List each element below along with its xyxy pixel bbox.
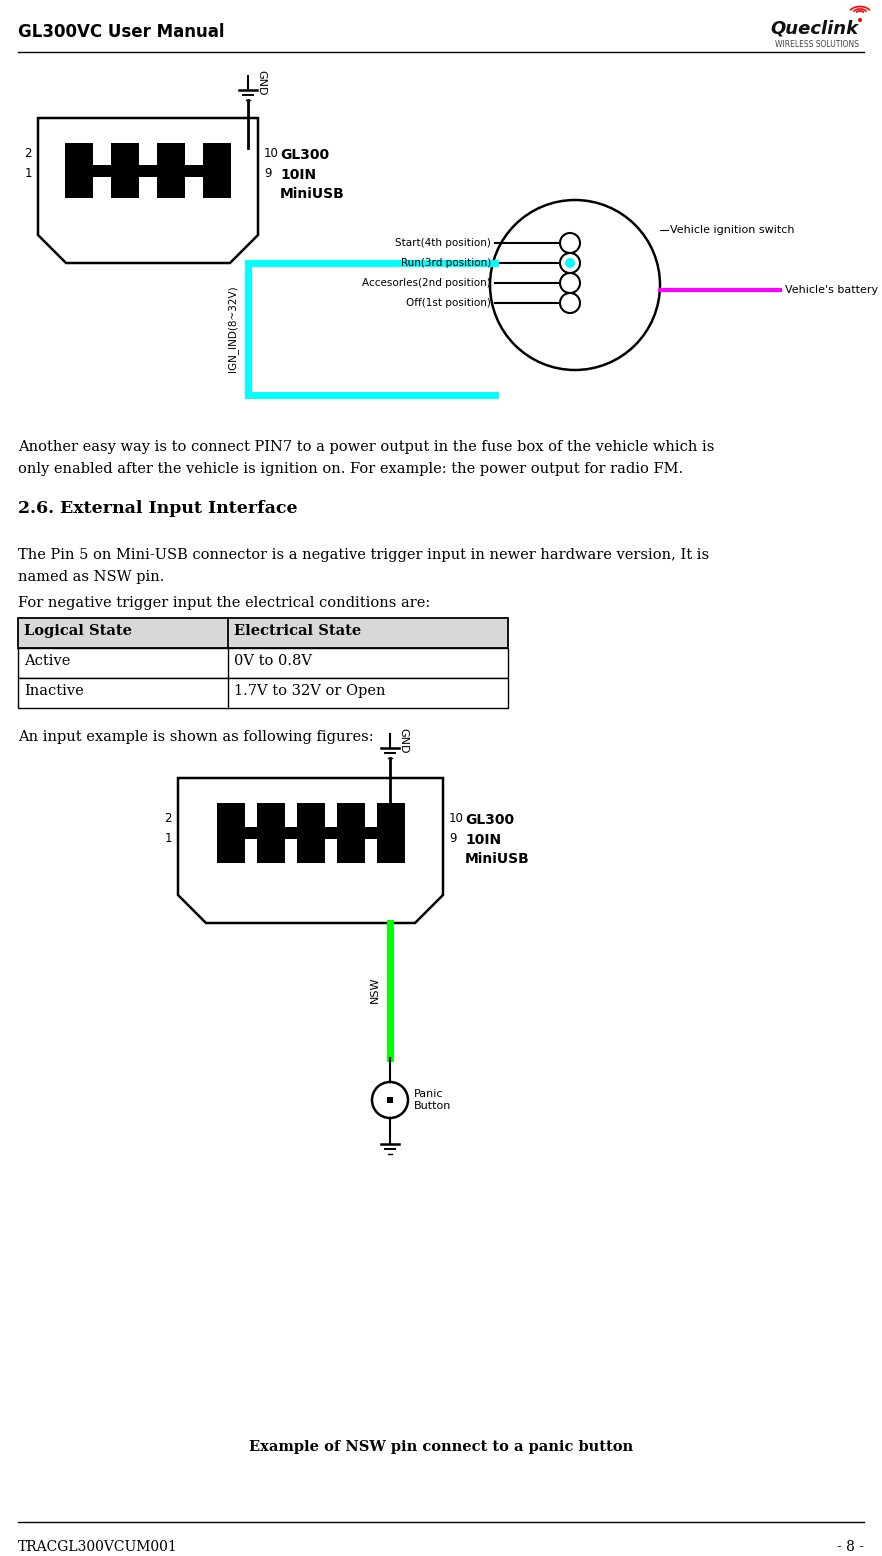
Bar	[203, 143, 231, 198]
Bar	[337, 803, 364, 864]
Bar	[216, 803, 244, 864]
Text: 2: 2	[25, 146, 32, 160]
Text: only enabled after the vehicle is ignition on. For example: the power output for: only enabled after the vehicle is igniti…	[18, 462, 684, 476]
Text: 10: 10	[264, 146, 279, 160]
Text: 2: 2	[165, 812, 172, 825]
Text: Start(4th position): Start(4th position)	[395, 238, 491, 247]
Text: Accesorles(2nd position): Accesorles(2nd position)	[363, 279, 491, 288]
Text: The Pin 5 on Mini-USB connector is a negative trigger input in newer hardware ve: The Pin 5 on Mini-USB connector is a neg…	[18, 548, 709, 562]
Text: 1.7V to 32V or Open: 1.7V to 32V or Open	[234, 685, 385, 699]
Text: 1: 1	[165, 831, 172, 845]
Text: Vehicle ignition switch: Vehicle ignition switch	[670, 226, 795, 235]
Text: - 8 -: - 8 -	[837, 1540, 864, 1554]
Text: IGN_IND(8~32V): IGN_IND(8~32V)	[227, 286, 238, 372]
Text: 1: 1	[25, 166, 32, 179]
Text: 2.6. External Input Interface: 2.6. External Input Interface	[18, 499, 297, 517]
Text: WIRELESS SOLUTIONS: WIRELESS SOLUTIONS	[775, 39, 859, 48]
Text: Inactive: Inactive	[24, 685, 84, 699]
Bar	[377, 803, 405, 864]
Bar	[296, 803, 325, 864]
Bar	[18, 647, 508, 678]
Bar	[18, 618, 508, 647]
Text: Example of NSW pin connect to a panic button: Example of NSW pin connect to a panic bu…	[249, 1439, 633, 1453]
Text: 10: 10	[449, 812, 464, 825]
Bar	[18, 678, 508, 708]
Text: Another easy way is to connect PIN7 to a power output in the fuse box of the veh: Another easy way is to connect PIN7 to a…	[18, 440, 714, 454]
Text: GND: GND	[398, 728, 408, 753]
Text: Queclink: Queclink	[770, 19, 858, 37]
Text: GL300VC User Manual: GL300VC User Manual	[18, 23, 225, 40]
Text: Logical State: Logical State	[24, 624, 132, 638]
Text: Active: Active	[24, 654, 71, 668]
Bar	[65, 143, 93, 198]
Text: GL300
10IN
MiniUSB: GL300 10IN MiniUSB	[280, 148, 345, 201]
Text: 0V to 0.8V: 0V to 0.8V	[234, 654, 312, 668]
Bar	[387, 1097, 393, 1103]
Text: Vehicle's battery line: Vehicle's battery line	[785, 285, 882, 296]
Text: Off(1st position): Off(1st position)	[406, 299, 491, 308]
Text: Run(3rd position): Run(3rd position)	[400, 258, 491, 268]
Text: For negative trigger input the electrical conditions are:: For negative trigger input the electrica…	[18, 596, 430, 610]
Text: 9: 9	[264, 166, 272, 179]
Text: GL300
10IN
MiniUSB: GL300 10IN MiniUSB	[465, 812, 530, 867]
Bar	[111, 143, 139, 198]
Text: Electrical State: Electrical State	[234, 624, 362, 638]
Text: GND: GND	[256, 70, 266, 95]
Bar	[216, 826, 405, 839]
Circle shape	[565, 258, 575, 268]
Text: NSW: NSW	[370, 977, 380, 1004]
Bar	[257, 803, 285, 864]
Circle shape	[858, 19, 862, 22]
Text: TRACGL300VCUM001: TRACGL300VCUM001	[18, 1540, 178, 1554]
Bar	[65, 165, 231, 176]
Text: Panic
Button: Panic Button	[414, 1089, 452, 1111]
Bar	[157, 143, 185, 198]
Text: An input example is shown as following figures:: An input example is shown as following f…	[18, 730, 374, 744]
Text: 9: 9	[449, 831, 457, 845]
Text: named as NSW pin.: named as NSW pin.	[18, 569, 164, 584]
